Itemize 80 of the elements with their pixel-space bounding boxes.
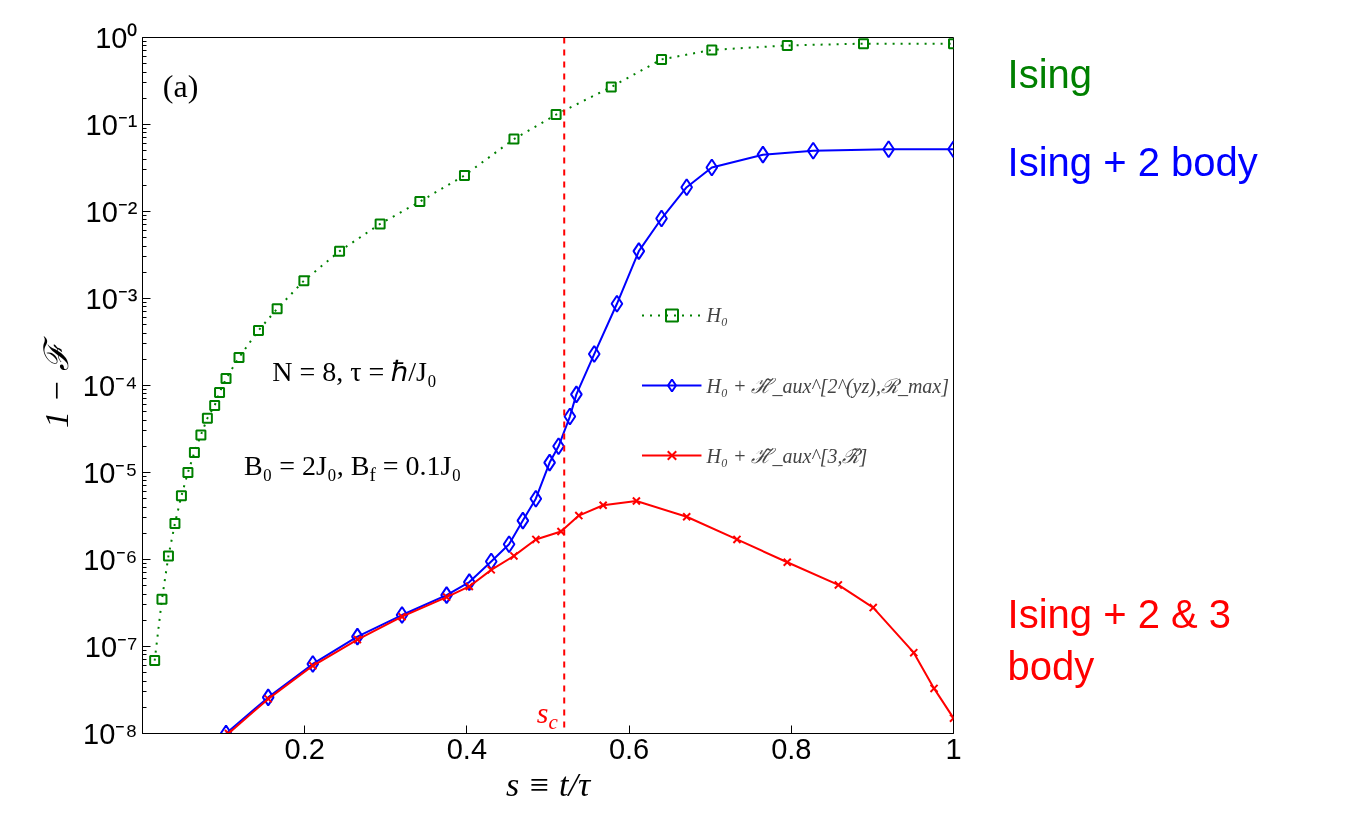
point (516, 511, 530, 530)
point (631, 496, 641, 506)
y-tick-label: 10⁻⁵ (83, 456, 138, 489)
point (833, 580, 843, 590)
text: Ising + 2 & 3 body (1007, 591, 1232, 689)
point (563, 407, 577, 426)
point (414, 196, 426, 208)
point (458, 169, 470, 181)
y-tick-label: 10⁰ (95, 21, 138, 54)
point (156, 593, 168, 605)
y-tick-label: 10⁻⁷ (84, 630, 138, 663)
point (395, 606, 409, 625)
point (574, 511, 584, 521)
x-tick-label: 0.6 (608, 732, 650, 765)
point (706, 44, 718, 56)
point (529, 489, 543, 508)
x-tick-label: 0.2 (284, 732, 325, 765)
point (598, 500, 608, 510)
legend-label: H₀ (706, 303, 728, 327)
point (502, 535, 516, 554)
y-tick-label: 10⁻¹ (85, 108, 138, 141)
point (610, 294, 624, 313)
point (334, 245, 346, 257)
y-tick-label: 10⁻³ (85, 282, 138, 315)
point (605, 81, 617, 93)
annotation: (a) (162, 68, 199, 105)
point (756, 145, 770, 164)
point (149, 655, 161, 667)
y-tick-label: 10⁻² (85, 195, 138, 228)
x-tick-label: 0.4 (446, 732, 488, 765)
point (175, 490, 187, 502)
point (782, 557, 792, 567)
point (233, 351, 245, 363)
point (508, 133, 520, 145)
point (705, 158, 719, 177)
point (556, 526, 566, 536)
point (486, 565, 496, 575)
point (868, 603, 878, 613)
legend-label: H₀ + ℋ̃_aux^[2^(yz),ℛ_max] (706, 373, 949, 399)
point (201, 412, 213, 424)
y-tick-label: 10⁻⁴ (82, 369, 138, 402)
point (929, 683, 939, 693)
y-tick-label: 10⁻⁶ (83, 543, 138, 576)
text: Ising (1007, 51, 1093, 96)
point (271, 303, 283, 315)
y-tick-label: 10⁻⁸ (83, 717, 138, 750)
point (732, 534, 742, 544)
point (806, 141, 820, 160)
x-axis-title: s ≡ t/τ (505, 765, 592, 803)
point (781, 39, 793, 51)
y-axis-title: 1 − ℱ (37, 336, 75, 428)
point (587, 345, 601, 364)
point (261, 688, 275, 707)
x-tick-label: 1 (945, 732, 962, 765)
point (162, 550, 174, 562)
point (682, 512, 692, 522)
point (220, 373, 232, 385)
point (656, 53, 668, 65)
point (306, 654, 320, 673)
point (550, 109, 562, 121)
legend-label: H₀ + ℋ̃_aux^[3,ℛ̃] (706, 443, 868, 469)
annotation: N = 8, τ = ℏ/J₀ (272, 356, 437, 388)
point (252, 324, 264, 336)
point (531, 534, 541, 544)
point (298, 275, 310, 287)
point (484, 552, 498, 571)
x-tick-label: 0.8 (771, 732, 812, 765)
point (374, 218, 386, 230)
point (509, 551, 519, 561)
point (632, 242, 646, 261)
point (214, 387, 226, 399)
point (680, 178, 694, 197)
point (209, 399, 221, 411)
point (857, 38, 869, 50)
point (169, 517, 181, 529)
text: Ising + 2 body (1007, 140, 1258, 185)
point (195, 429, 207, 441)
point (182, 467, 194, 478)
point (909, 648, 919, 658)
point (188, 446, 200, 458)
